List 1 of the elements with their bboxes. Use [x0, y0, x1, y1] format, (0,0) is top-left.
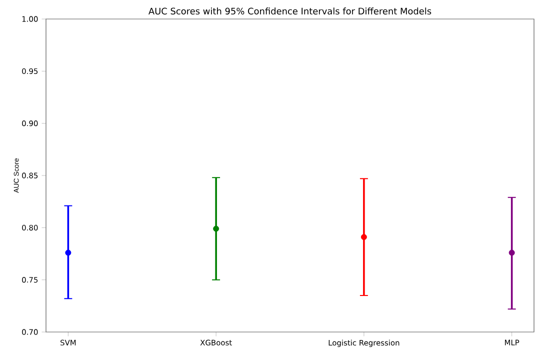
chart-title: AUC Scores with 95% Confidence Intervals for Different Models — [148, 8, 432, 14]
